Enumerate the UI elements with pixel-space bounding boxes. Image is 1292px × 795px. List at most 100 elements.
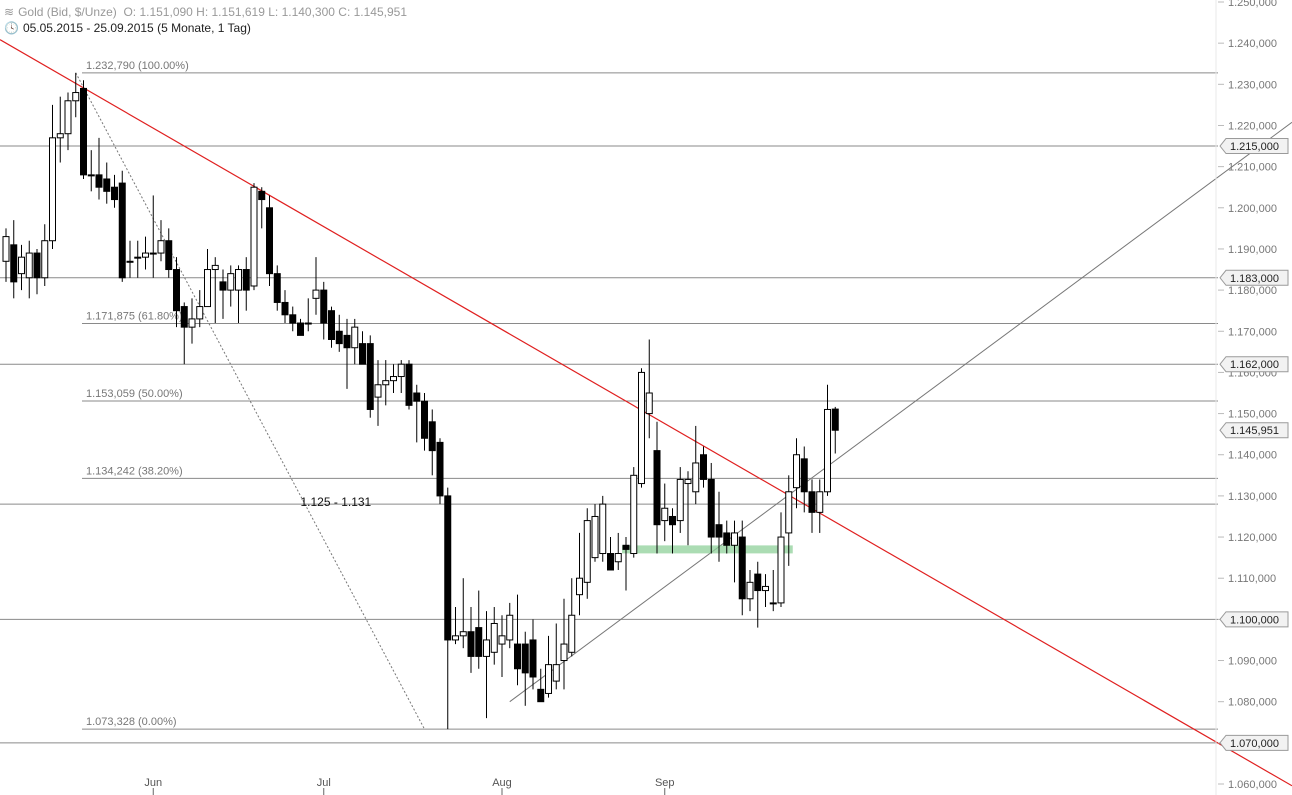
y-tick-label: 1.250,000: [1228, 0, 1277, 9]
candle: [421, 393, 428, 451]
candle-body: [374, 384, 382, 398]
candle: [328, 306, 335, 348]
candle: [180, 302, 188, 365]
candle-body: [521, 643, 529, 674]
candle: [490, 607, 498, 665]
candle: [824, 384, 831, 496]
candle: [335, 314, 343, 352]
price-box: 1.183,000: [1219, 269, 1289, 286]
price-box: 1.215,000: [1219, 138, 1289, 155]
candle-body: [723, 532, 731, 546]
x-tick-label: Jun: [144, 777, 162, 789]
price-box-shape: [1219, 611, 1289, 628]
candle: [382, 360, 390, 406]
candle: [320, 281, 328, 340]
candle: [157, 220, 165, 262]
clock-icon: 🕓: [4, 21, 19, 35]
candle-body: [188, 318, 196, 328]
trendline-uptrend: [509, 121, 1292, 703]
price-box-shape: [1219, 138, 1289, 155]
candle-body: [645, 392, 653, 415]
candle: [227, 265, 235, 307]
candle: [831, 406, 839, 454]
candle-body: [413, 392, 421, 402]
candle: [638, 368, 645, 488]
candle-body: [219, 281, 227, 291]
candle-body: [390, 376, 397, 382]
candle-body: [785, 491, 793, 534]
price-box: 1.070,000: [1219, 734, 1289, 751]
candle-body: [731, 532, 738, 546]
candle-body: [560, 643, 568, 662]
candle: [219, 269, 227, 319]
candle: [103, 162, 111, 204]
candle: [173, 257, 180, 328]
candle: [87, 150, 95, 192]
candle-body: [64, 100, 72, 135]
candle-body: [281, 301, 289, 316]
candle: [80, 80, 87, 179]
candle-body: [746, 581, 754, 600]
candle-body: [80, 87, 87, 176]
candle: [529, 619, 537, 690]
candle-body: [800, 458, 808, 493]
candle-body: [545, 664, 552, 694]
candle: [607, 537, 614, 571]
candle: [2, 228, 10, 282]
candle-body: [831, 408, 839, 431]
y-tick-label: 1.150,000: [1228, 409, 1277, 421]
candle: [41, 224, 49, 286]
y-tick-label: 1.210,000: [1228, 162, 1277, 174]
candle: [49, 104, 56, 249]
candle: [95, 137, 103, 200]
candle: [583, 508, 591, 599]
candle: [118, 170, 126, 282]
candle: [242, 257, 250, 311]
candle-body: [118, 182, 126, 279]
candle: [630, 467, 638, 558]
candle-body: [41, 240, 49, 279]
candle-body: [607, 553, 614, 571]
price-box: 1.162,000: [1219, 356, 1289, 373]
candle-body: [762, 585, 769, 592]
candle-body: [95, 174, 103, 188]
y-tick-label: 1.190,000: [1228, 244, 1277, 256]
price-box-label: 1.183,000: [1230, 273, 1279, 285]
candle: [149, 195, 157, 278]
candle-body: [289, 314, 297, 324]
date-axis: Jun Jul Aug Sep: [144, 777, 675, 795]
candle: [576, 532, 583, 616]
candle: [25, 240, 33, 299]
candle-body: [529, 639, 537, 678]
candle: [669, 508, 676, 554]
y-tick-label: 1.090,000: [1228, 656, 1277, 668]
candle-body: [630, 474, 638, 555]
candle-body: [614, 553, 622, 563]
candle: [521, 631, 529, 706]
candle-body: [149, 252, 157, 255]
candle-body: [824, 408, 831, 493]
candle-body: [669, 515, 676, 526]
candle-body: [715, 524, 723, 538]
candle: [700, 446, 707, 488]
candle: [560, 598, 568, 690]
candle: [405, 360, 413, 410]
candle-body: [196, 306, 204, 320]
candle: [545, 635, 552, 698]
candle: [661, 483, 669, 542]
support-zone-band: [622, 545, 793, 554]
candle-body: [2, 236, 10, 262]
price-box: 1.145,951: [1219, 422, 1289, 439]
candle: [738, 520, 746, 616]
candle-body: [405, 363, 413, 406]
candle: [72, 72, 80, 118]
candle: [56, 96, 64, 163]
candle-body: [661, 507, 669, 522]
candle-body: [459, 631, 467, 637]
candle-body: [273, 273, 281, 303]
candle-body: [700, 454, 707, 480]
price-axis: 1.250,000 1.240,000 1.230,000 1.220,000 1.21…: [1215, 0, 1277, 795]
candle: [126, 240, 134, 278]
price-box: 1.100,000: [1219, 611, 1289, 628]
